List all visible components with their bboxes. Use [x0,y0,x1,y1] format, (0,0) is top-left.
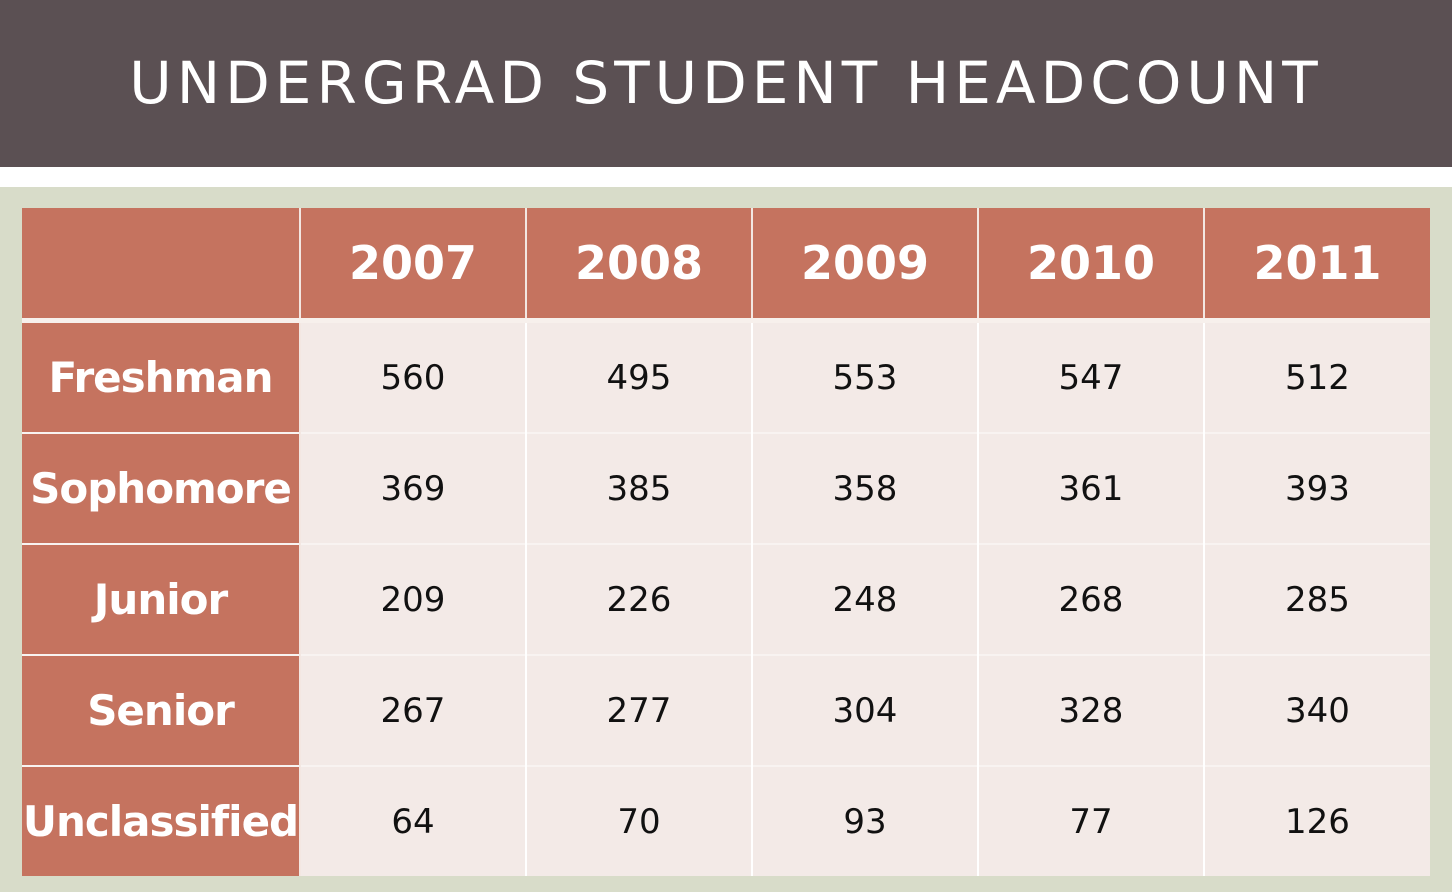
table-cell: 93 [752,765,979,876]
table-cell: 393 [1204,432,1430,544]
table-cell: 512 [1204,319,1430,433]
table-cell: 369 [300,432,527,544]
table-cell: 495 [526,319,753,433]
table-cell: 560 [300,319,527,433]
table-row: Unclassified 64 70 93 77 126 [22,765,1430,876]
row-label-freshman: Freshman [22,319,301,433]
table-cell: 209 [300,543,527,655]
table-row: Senior 267 277 304 328 340 [22,654,1430,766]
corner-cell [22,208,301,323]
column-header-2007: 2007 [300,208,527,323]
title-band: UNDERGRAD STUDENT HEADCOUNT [0,0,1452,167]
table-cell: 267 [300,654,527,766]
table-cell: 64 [300,765,527,876]
table-cell: 304 [752,654,979,766]
table-row: Freshman 560 495 553 547 512 [22,319,1430,433]
table-cell: 126 [1204,765,1430,876]
table-cell: 77 [978,765,1205,876]
table-row: Junior 209 226 248 268 285 [22,543,1430,655]
table-cell: 268 [978,543,1205,655]
row-label-unclassified: Unclassified [22,765,301,876]
headcount-table: 2007 2008 2009 2010 2011 Freshman 560 49… [22,208,1430,876]
table-cell: 385 [526,432,753,544]
table-cell: 340 [1204,654,1430,766]
row-label-senior: Senior [22,654,301,766]
table-header-row: 2007 2008 2009 2010 2011 [22,208,1430,323]
table-panel: 2007 2008 2009 2010 2011 Freshman 560 49… [0,187,1452,892]
table-cell: 553 [752,319,979,433]
table-cell: 547 [978,319,1205,433]
column-header-2010: 2010 [978,208,1205,323]
slide-title: UNDERGRAD STUDENT HEADCOUNT [129,48,1323,117]
table-cell: 248 [752,543,979,655]
table-row: Sophomore 369 385 358 361 393 [22,432,1430,544]
table-cell: 285 [1204,543,1430,655]
table-cell: 277 [526,654,753,766]
table-cell: 328 [978,654,1205,766]
row-label-sophomore: Sophomore [22,432,301,544]
table-cell: 361 [978,432,1205,544]
column-header-2011: 2011 [1204,208,1430,323]
table-cell: 226 [526,543,753,655]
table-cell: 70 [526,765,753,876]
column-header-2008: 2008 [526,208,753,323]
column-header-2009: 2009 [752,208,979,323]
table-cell: 358 [752,432,979,544]
row-label-junior: Junior [22,543,301,655]
